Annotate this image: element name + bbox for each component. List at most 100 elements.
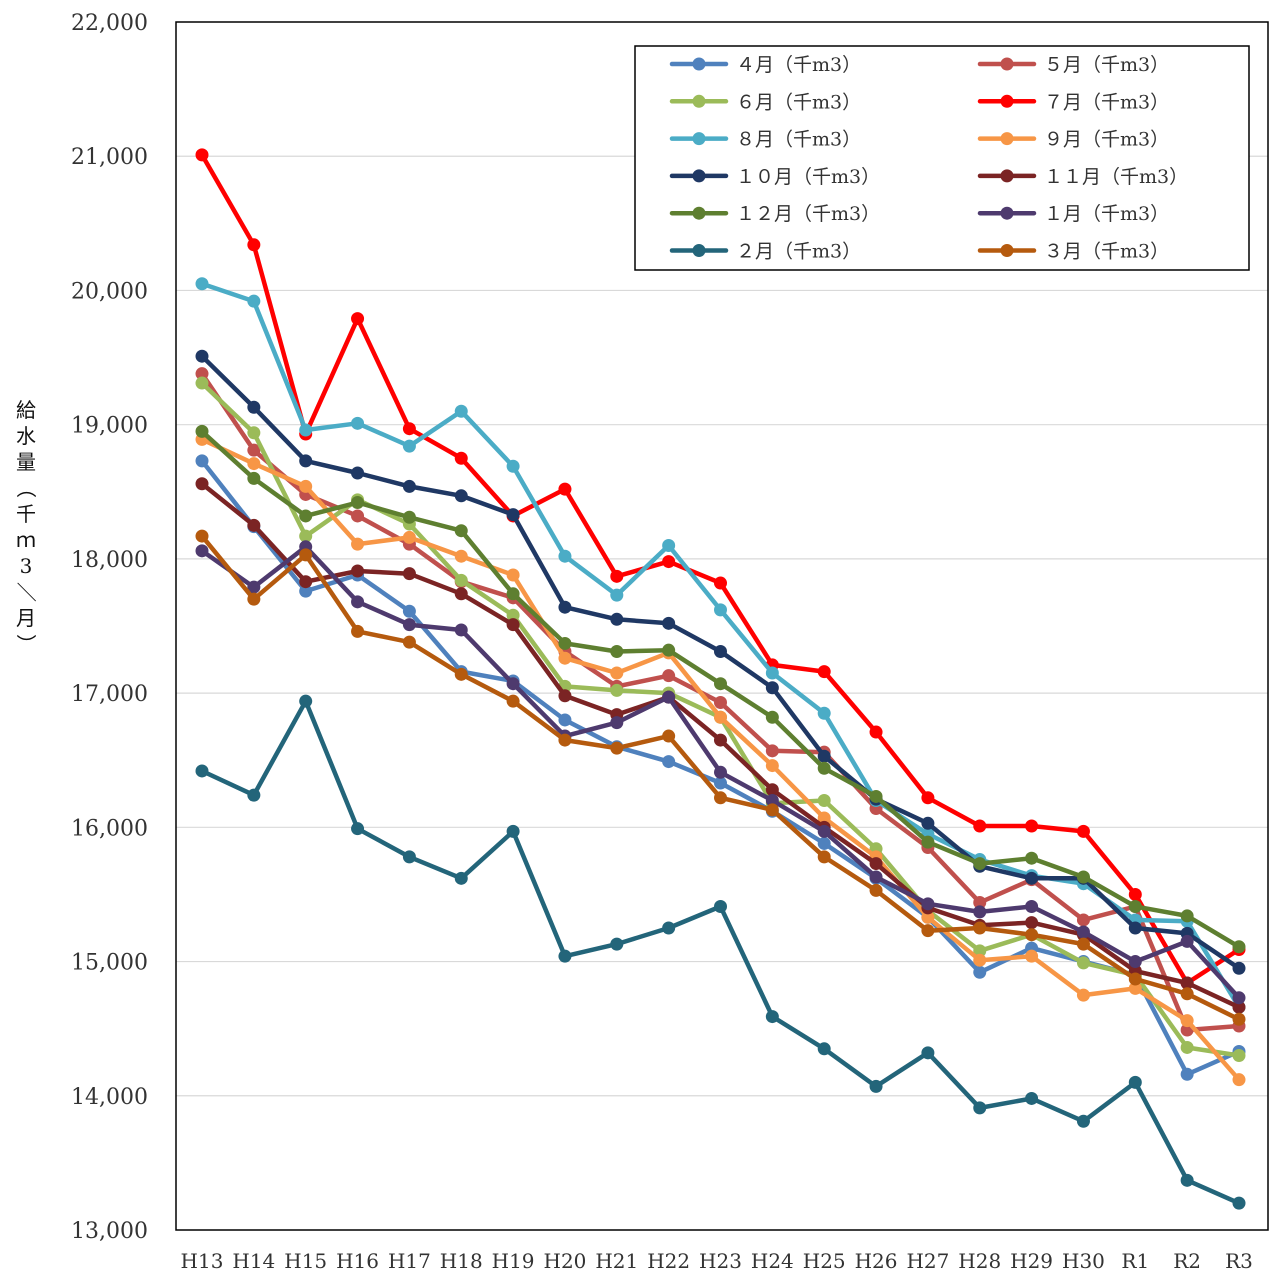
data-point: [973, 857, 987, 871]
x-tick-label: H22: [647, 1249, 690, 1273]
x-tick-label: H28: [958, 1249, 1001, 1273]
data-point: [1232, 991, 1246, 1005]
y-axis-label-char: ／: [14, 582, 38, 602]
data-point: [1076, 870, 1090, 884]
x-tick-label: H16: [336, 1249, 379, 1273]
data-point: [351, 822, 365, 836]
data-point: [817, 706, 831, 720]
data-point: [973, 1101, 987, 1115]
x-tick-label: H30: [1062, 1249, 1105, 1273]
legend: ４月（千m3） ５月（千m3） ６月（千m3） ７月（千m3） ８月（千m3） ９月（千m…: [634, 45, 1250, 271]
data-point: [662, 669, 676, 683]
data-point: [247, 400, 261, 414]
data-point: [869, 1079, 883, 1093]
x-tick-label: H26: [855, 1249, 898, 1273]
data-point: [402, 479, 416, 493]
legend-swatch-marker: [692, 169, 706, 183]
data-point: [299, 548, 313, 562]
data-point: [247, 592, 261, 606]
data-point: [817, 1042, 831, 1056]
data-point: [765, 744, 779, 758]
y-axis-label-glyph: 3: [20, 554, 33, 578]
data-point: [921, 910, 935, 924]
x-tick-label: H27: [906, 1249, 949, 1273]
data-point: [351, 496, 365, 510]
legend-swatch-marker: [692, 57, 706, 71]
data-point: [765, 803, 779, 817]
series-6: [195, 432, 1246, 1087]
data-point: [506, 677, 520, 691]
data-point: [1232, 940, 1246, 954]
legend-swatch-marker: [692, 94, 706, 108]
data-point: [299, 454, 313, 468]
legend-entry: １１月（千m3）: [977, 166, 1188, 188]
data-point: [765, 681, 779, 695]
legend-entry: ６月（千m3）: [669, 91, 861, 113]
y-axis-label-char: （: [14, 478, 38, 498]
data-point: [1025, 819, 1039, 833]
series-lines: [195, 148, 1246, 1210]
legend-label: １月（千m3）: [1044, 203, 1169, 225]
data-point: [610, 666, 624, 680]
legend-swatch-marker: [1000, 132, 1014, 146]
data-point: [454, 451, 468, 465]
series-11: [195, 694, 1246, 1210]
data-point: [195, 367, 209, 381]
data-point: [247, 471, 261, 485]
data-point: [195, 544, 209, 558]
x-tick-label: H15: [284, 1249, 327, 1273]
data-point: [610, 683, 624, 697]
data-point: [921, 835, 935, 849]
data-point: [1128, 972, 1142, 986]
data-point: [195, 376, 209, 390]
legend-swatch-marker: [1000, 206, 1014, 220]
data-point: [454, 623, 468, 637]
legend-entry: ４月（千m3）: [669, 54, 861, 76]
y-axis-label-char: 月: [16, 606, 36, 630]
x-tick-label: H24: [751, 1249, 794, 1273]
data-point: [973, 895, 987, 909]
data-point: [1025, 949, 1039, 963]
y-axis-label-glyph: ）: [14, 634, 38, 654]
data-point: [817, 793, 831, 807]
data-point: [1180, 1173, 1194, 1187]
data-point: [351, 416, 365, 430]
data-point: [402, 567, 416, 581]
legend-entry: ３月（千m3）: [977, 241, 1169, 263]
data-point: [869, 857, 883, 871]
data-point: [714, 776, 727, 790]
data-point: [973, 953, 987, 967]
data-point: [714, 900, 727, 914]
data-point: [1025, 916, 1039, 930]
data-point: [454, 524, 468, 538]
data-point: [973, 819, 987, 833]
y-axis-label-glyph: 月: [16, 606, 36, 630]
data-point: [351, 624, 365, 638]
y-axis-label-glyph: 量: [16, 450, 36, 474]
y-axis-label: 給水量 （ 千ｍ3 ／ 月 ）: [14, 398, 38, 654]
legend-swatch-marker: [1000, 169, 1014, 183]
series-10: [195, 540, 1246, 1005]
data-point: [817, 811, 831, 825]
series-line: [199, 437, 1242, 1082]
data-point: [869, 725, 883, 739]
data-point: [351, 466, 365, 480]
legend-entry: １０月（千m3）: [669, 166, 880, 188]
y-tick-label: 22,000: [71, 11, 148, 36]
data-point: [921, 816, 935, 830]
legend-entry: ９月（千m3）: [977, 129, 1169, 151]
data-point: [195, 277, 209, 291]
gridlines: [176, 155, 1268, 1097]
data-point: [351, 537, 365, 551]
data-point: [558, 636, 572, 650]
data-point: [195, 764, 209, 778]
data-point: [195, 148, 209, 162]
data-point: [402, 635, 416, 649]
data-point: [921, 897, 935, 911]
data-point: [247, 788, 261, 802]
data-point: [247, 443, 261, 457]
data-point: [973, 944, 987, 958]
data-point: [402, 439, 416, 453]
data-point: [299, 584, 313, 598]
data-point: [1128, 955, 1142, 969]
